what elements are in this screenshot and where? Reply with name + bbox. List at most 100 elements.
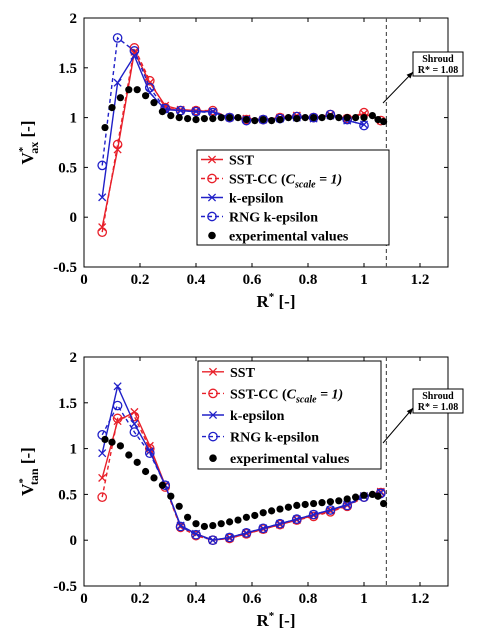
x-axis-label: R* [-] xyxy=(256,291,295,311)
circle-marker xyxy=(144,82,155,93)
legend-entry: k-epsilon xyxy=(202,409,285,424)
x-tick-label: 1.2 xyxy=(411,272,430,288)
circle-marker xyxy=(175,521,186,532)
experimental-point xyxy=(217,114,225,122)
experimental-point xyxy=(284,503,292,511)
y-tick-label: 1.5 xyxy=(58,61,77,77)
legend-label: SST-CC (Cscale = 1) xyxy=(230,387,343,405)
circle-marker xyxy=(112,139,123,150)
y-tick-label: 0 xyxy=(70,533,78,549)
y-axis-label: V*tan [-] xyxy=(17,447,41,496)
experimental-point xyxy=(380,499,388,508)
circle-marker xyxy=(97,227,108,237)
experimental-point xyxy=(133,86,141,94)
circle-marker xyxy=(97,492,108,502)
experimental-point xyxy=(343,114,351,122)
circle-marker xyxy=(144,448,155,459)
experimental-point xyxy=(234,516,242,524)
circle-marker xyxy=(308,509,319,520)
y-axis-label: V*ax [-] xyxy=(17,120,41,164)
circle-marker xyxy=(144,75,155,86)
circle-marker xyxy=(224,112,235,123)
circle-marker xyxy=(208,431,218,442)
experimental-point xyxy=(380,117,388,126)
experimental-point xyxy=(192,520,200,528)
y-tick-label: 0.5 xyxy=(58,487,77,503)
experimental-point xyxy=(326,113,334,121)
experimental-point xyxy=(133,458,141,466)
x-marker xyxy=(292,515,301,524)
experimental-point xyxy=(310,114,318,122)
experimental-point xyxy=(226,114,234,122)
x-tick-label: 0.6 xyxy=(243,591,262,607)
experimental-point xyxy=(184,114,192,123)
legend-entry: SST-CC (Cscale = 1) xyxy=(202,387,343,405)
legend-label: SST xyxy=(229,154,255,169)
legend-label: SST-CC (Cscale = 1) xyxy=(229,173,342,191)
circle-marker xyxy=(241,528,252,538)
experimental-point xyxy=(101,123,109,132)
legend-label: k-epsilon xyxy=(229,192,284,207)
experimental-point xyxy=(116,442,124,450)
experimental-point xyxy=(192,115,200,124)
experimental-point xyxy=(125,86,133,94)
x-marker xyxy=(113,78,122,87)
x-tick-label: 1 xyxy=(360,591,368,607)
circle-marker xyxy=(129,46,140,56)
experimental-point xyxy=(301,114,309,122)
legend-label: k-epsilon xyxy=(230,409,285,424)
x-axis-label: R* [-] xyxy=(256,610,295,630)
experimental-point xyxy=(360,114,368,122)
axial-velocity-chart: 0 0.2 0.4 0.6 0.8 1 1.2-0.500.511.52R* [-]V*ax… xyxy=(17,11,464,311)
circle-marker xyxy=(112,400,123,411)
experimental-point xyxy=(158,108,166,116)
legend-entry: k-epsilon xyxy=(201,192,284,207)
experimental-point xyxy=(326,498,334,506)
experimental-point xyxy=(125,451,133,459)
experimental-point xyxy=(352,114,360,122)
x-marker xyxy=(208,367,218,376)
experimental-point xyxy=(335,114,343,122)
circle-marker xyxy=(291,514,302,524)
legend-swatch xyxy=(208,231,216,240)
experimental-point xyxy=(242,513,250,521)
circle-marker xyxy=(207,535,218,546)
plot-frame xyxy=(83,356,449,587)
legend-box xyxy=(197,360,382,470)
experimental-point xyxy=(284,114,292,122)
x-tick-label: 0 xyxy=(80,591,88,607)
series-line xyxy=(101,410,381,541)
x-marker xyxy=(98,473,107,482)
y-tick-label: 0.5 xyxy=(58,160,77,176)
shroud-arrowhead xyxy=(406,408,413,415)
x-marker xyxy=(98,223,107,232)
x-marker xyxy=(208,410,218,420)
experimental-point xyxy=(368,490,376,498)
experimental-point xyxy=(175,114,183,122)
x-marker xyxy=(113,382,122,391)
x-marker xyxy=(207,155,217,164)
experimental-point xyxy=(142,92,150,100)
x-marker xyxy=(225,533,234,542)
series-line xyxy=(101,415,381,541)
series-line xyxy=(101,45,382,233)
x-tick-label: 0.2 xyxy=(131,272,150,288)
legend-label: experimental values xyxy=(229,230,349,245)
x-tick-label: 0 xyxy=(80,272,88,288)
series-3 xyxy=(97,33,369,171)
experimental-point xyxy=(374,115,382,124)
circle-marker xyxy=(224,532,235,543)
x-tick-label: 1 xyxy=(360,272,368,288)
shroud-annotation-value: R* = 1.08 xyxy=(418,65,458,76)
circle-marker xyxy=(207,173,217,184)
experimental-point xyxy=(108,438,116,446)
legend-entry: SST xyxy=(202,366,256,381)
experimental-point xyxy=(142,467,150,476)
experimental-point xyxy=(360,491,368,499)
x-marker xyxy=(145,78,154,87)
experimental-point xyxy=(343,495,351,503)
y-tick-label: 2 xyxy=(70,350,78,366)
x-tick-label: 1.2 xyxy=(411,591,430,607)
